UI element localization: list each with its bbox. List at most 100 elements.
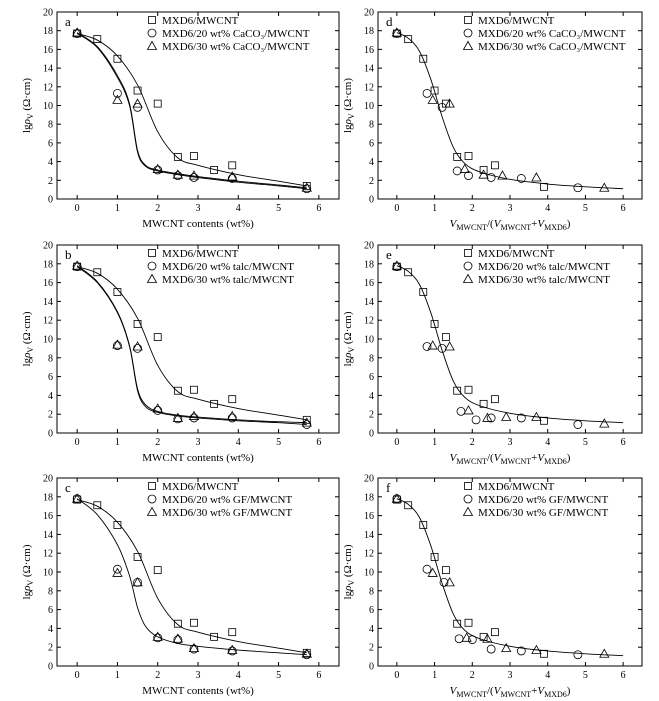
fit-line bbox=[396, 265, 624, 424]
panel-letter: e bbox=[386, 247, 392, 262]
x-tick-label: 1 bbox=[432, 203, 437, 214]
data-point-circle bbox=[486, 644, 496, 654]
legend-marker-square bbox=[464, 482, 472, 490]
data-point-square bbox=[210, 399, 219, 408]
y-tick-label: 18 bbox=[43, 259, 53, 270]
data-point-triangle bbox=[112, 567, 123, 577]
y-tick-label: 10 bbox=[43, 335, 53, 346]
fit-line bbox=[77, 266, 307, 421]
y-tick-label: 18 bbox=[364, 492, 374, 503]
legend-marker-circle bbox=[463, 494, 473, 504]
data-point-triangle bbox=[444, 577, 455, 587]
data-point-triangle bbox=[501, 411, 512, 421]
data-point-triangle bbox=[459, 163, 470, 173]
data-point-circle bbox=[516, 174, 526, 183]
y-axis-label: lgρV (Ω·cm) bbox=[21, 78, 35, 133]
y-tick-label: 16 bbox=[364, 45, 374, 56]
legend-entry: MXD6/30 wt% talc/MWCNT bbox=[478, 274, 610, 286]
data-point-triangle bbox=[482, 633, 493, 643]
legend-entry: MXD6/20 wt% talc/MWCNT bbox=[478, 261, 610, 273]
legend-entry: MXD6/MWCNT bbox=[478, 248, 555, 260]
data-point-square bbox=[228, 161, 237, 170]
data-point-triangle bbox=[461, 632, 472, 642]
fit-line bbox=[76, 265, 307, 424]
legend-marker-circle bbox=[463, 261, 473, 271]
x-tick-label: 1 bbox=[432, 437, 437, 448]
data-point-square bbox=[441, 333, 450, 342]
x-tick-label: 0 bbox=[75, 437, 80, 448]
data-point-square bbox=[190, 618, 198, 627]
y-axis-label: lgρV (Ω·cm) bbox=[342, 544, 356, 599]
y-tick-label: 8 bbox=[369, 120, 374, 131]
x-tick-label: 2 bbox=[470, 670, 475, 681]
data-point-triangle bbox=[132, 577, 143, 587]
y-tick-label: 8 bbox=[369, 586, 374, 597]
x-tick-label: 1 bbox=[115, 437, 120, 448]
legend-marker-circle bbox=[147, 261, 157, 271]
data-point-circle bbox=[302, 184, 312, 194]
data-point-square bbox=[173, 386, 182, 395]
data-point-circle bbox=[153, 165, 163, 175]
x-tick-label: 0 bbox=[394, 437, 399, 448]
legend-entry: MXD6/20 wt% CaCO₃/MWCNT bbox=[162, 28, 310, 40]
data-point-square bbox=[133, 86, 142, 95]
data-point-circle bbox=[302, 650, 312, 660]
y-tick-label: 10 bbox=[364, 101, 374, 112]
fit-line bbox=[396, 498, 624, 657]
y-tick-label: 20 bbox=[364, 241, 374, 252]
data-point-triangle bbox=[188, 642, 200, 653]
data-point-triangle bbox=[427, 94, 438, 104]
x-tick-label: 0 bbox=[394, 203, 399, 214]
panel-letter: d bbox=[386, 14, 393, 29]
data-point-triangle bbox=[227, 644, 238, 654]
y-tick-label: 2 bbox=[48, 643, 53, 654]
y-tick-label: 18 bbox=[43, 492, 53, 503]
data-point-circle bbox=[133, 343, 142, 353]
data-point-triangle bbox=[501, 642, 512, 653]
y-tick-label: 14 bbox=[364, 64, 374, 75]
y-tick-label: 4 bbox=[369, 391, 374, 402]
data-point-circle bbox=[392, 262, 402, 272]
data-point-circle bbox=[454, 634, 464, 644]
x-tick-label: 3 bbox=[508, 437, 513, 448]
y-tick-label: 4 bbox=[369, 624, 374, 635]
x-tick-label: 4 bbox=[545, 670, 550, 681]
data-point-circle bbox=[486, 413, 496, 423]
y-tick-label: 2 bbox=[369, 643, 374, 654]
y-axis-label: lgρV (Ω·cm) bbox=[21, 311, 35, 366]
legend-entry: MXD6/30 wt% CaCO₃/MWCNT bbox=[478, 41, 626, 53]
legend-marker-circle bbox=[147, 28, 157, 38]
y-tick-label: 10 bbox=[364, 335, 374, 346]
data-point-square bbox=[464, 385, 473, 394]
data-point-square bbox=[93, 268, 102, 277]
data-point-circle bbox=[471, 415, 481, 425]
x-tick-label: 5 bbox=[583, 203, 588, 214]
legend-marker-square bbox=[464, 249, 472, 257]
data-point-square bbox=[453, 619, 462, 628]
x-tick-label: 4 bbox=[236, 670, 241, 681]
y-tick-label: 14 bbox=[43, 297, 53, 308]
y-tick-label: 20 bbox=[364, 8, 374, 19]
x-tick-label: 5 bbox=[276, 203, 281, 214]
y-tick-label: 6 bbox=[369, 605, 374, 616]
x-tick-label: 2 bbox=[470, 437, 475, 448]
fit-line bbox=[77, 499, 307, 654]
y-tick-label: 14 bbox=[364, 530, 374, 541]
y-axis-label: lgρV (Ω·cm) bbox=[342, 78, 356, 133]
data-point-circle bbox=[227, 646, 237, 656]
y-tick-label: 20 bbox=[43, 8, 53, 19]
data-point-circle bbox=[173, 414, 183, 424]
data-point-square bbox=[210, 166, 219, 174]
data-point-square bbox=[491, 395, 499, 404]
x-tick-label: 6 bbox=[316, 670, 321, 681]
data-point-triangle bbox=[427, 567, 438, 577]
legend-marker-circle bbox=[463, 28, 473, 38]
x-tick-label: 1 bbox=[432, 670, 437, 681]
y-tick-label: 12 bbox=[364, 549, 374, 560]
legend-entry: MXD6/MWCNT bbox=[478, 15, 555, 27]
data-point-square bbox=[93, 501, 102, 510]
data-point-circle bbox=[573, 420, 583, 429]
data-point-square bbox=[173, 153, 182, 161]
y-tick-label: 0 bbox=[48, 429, 53, 440]
